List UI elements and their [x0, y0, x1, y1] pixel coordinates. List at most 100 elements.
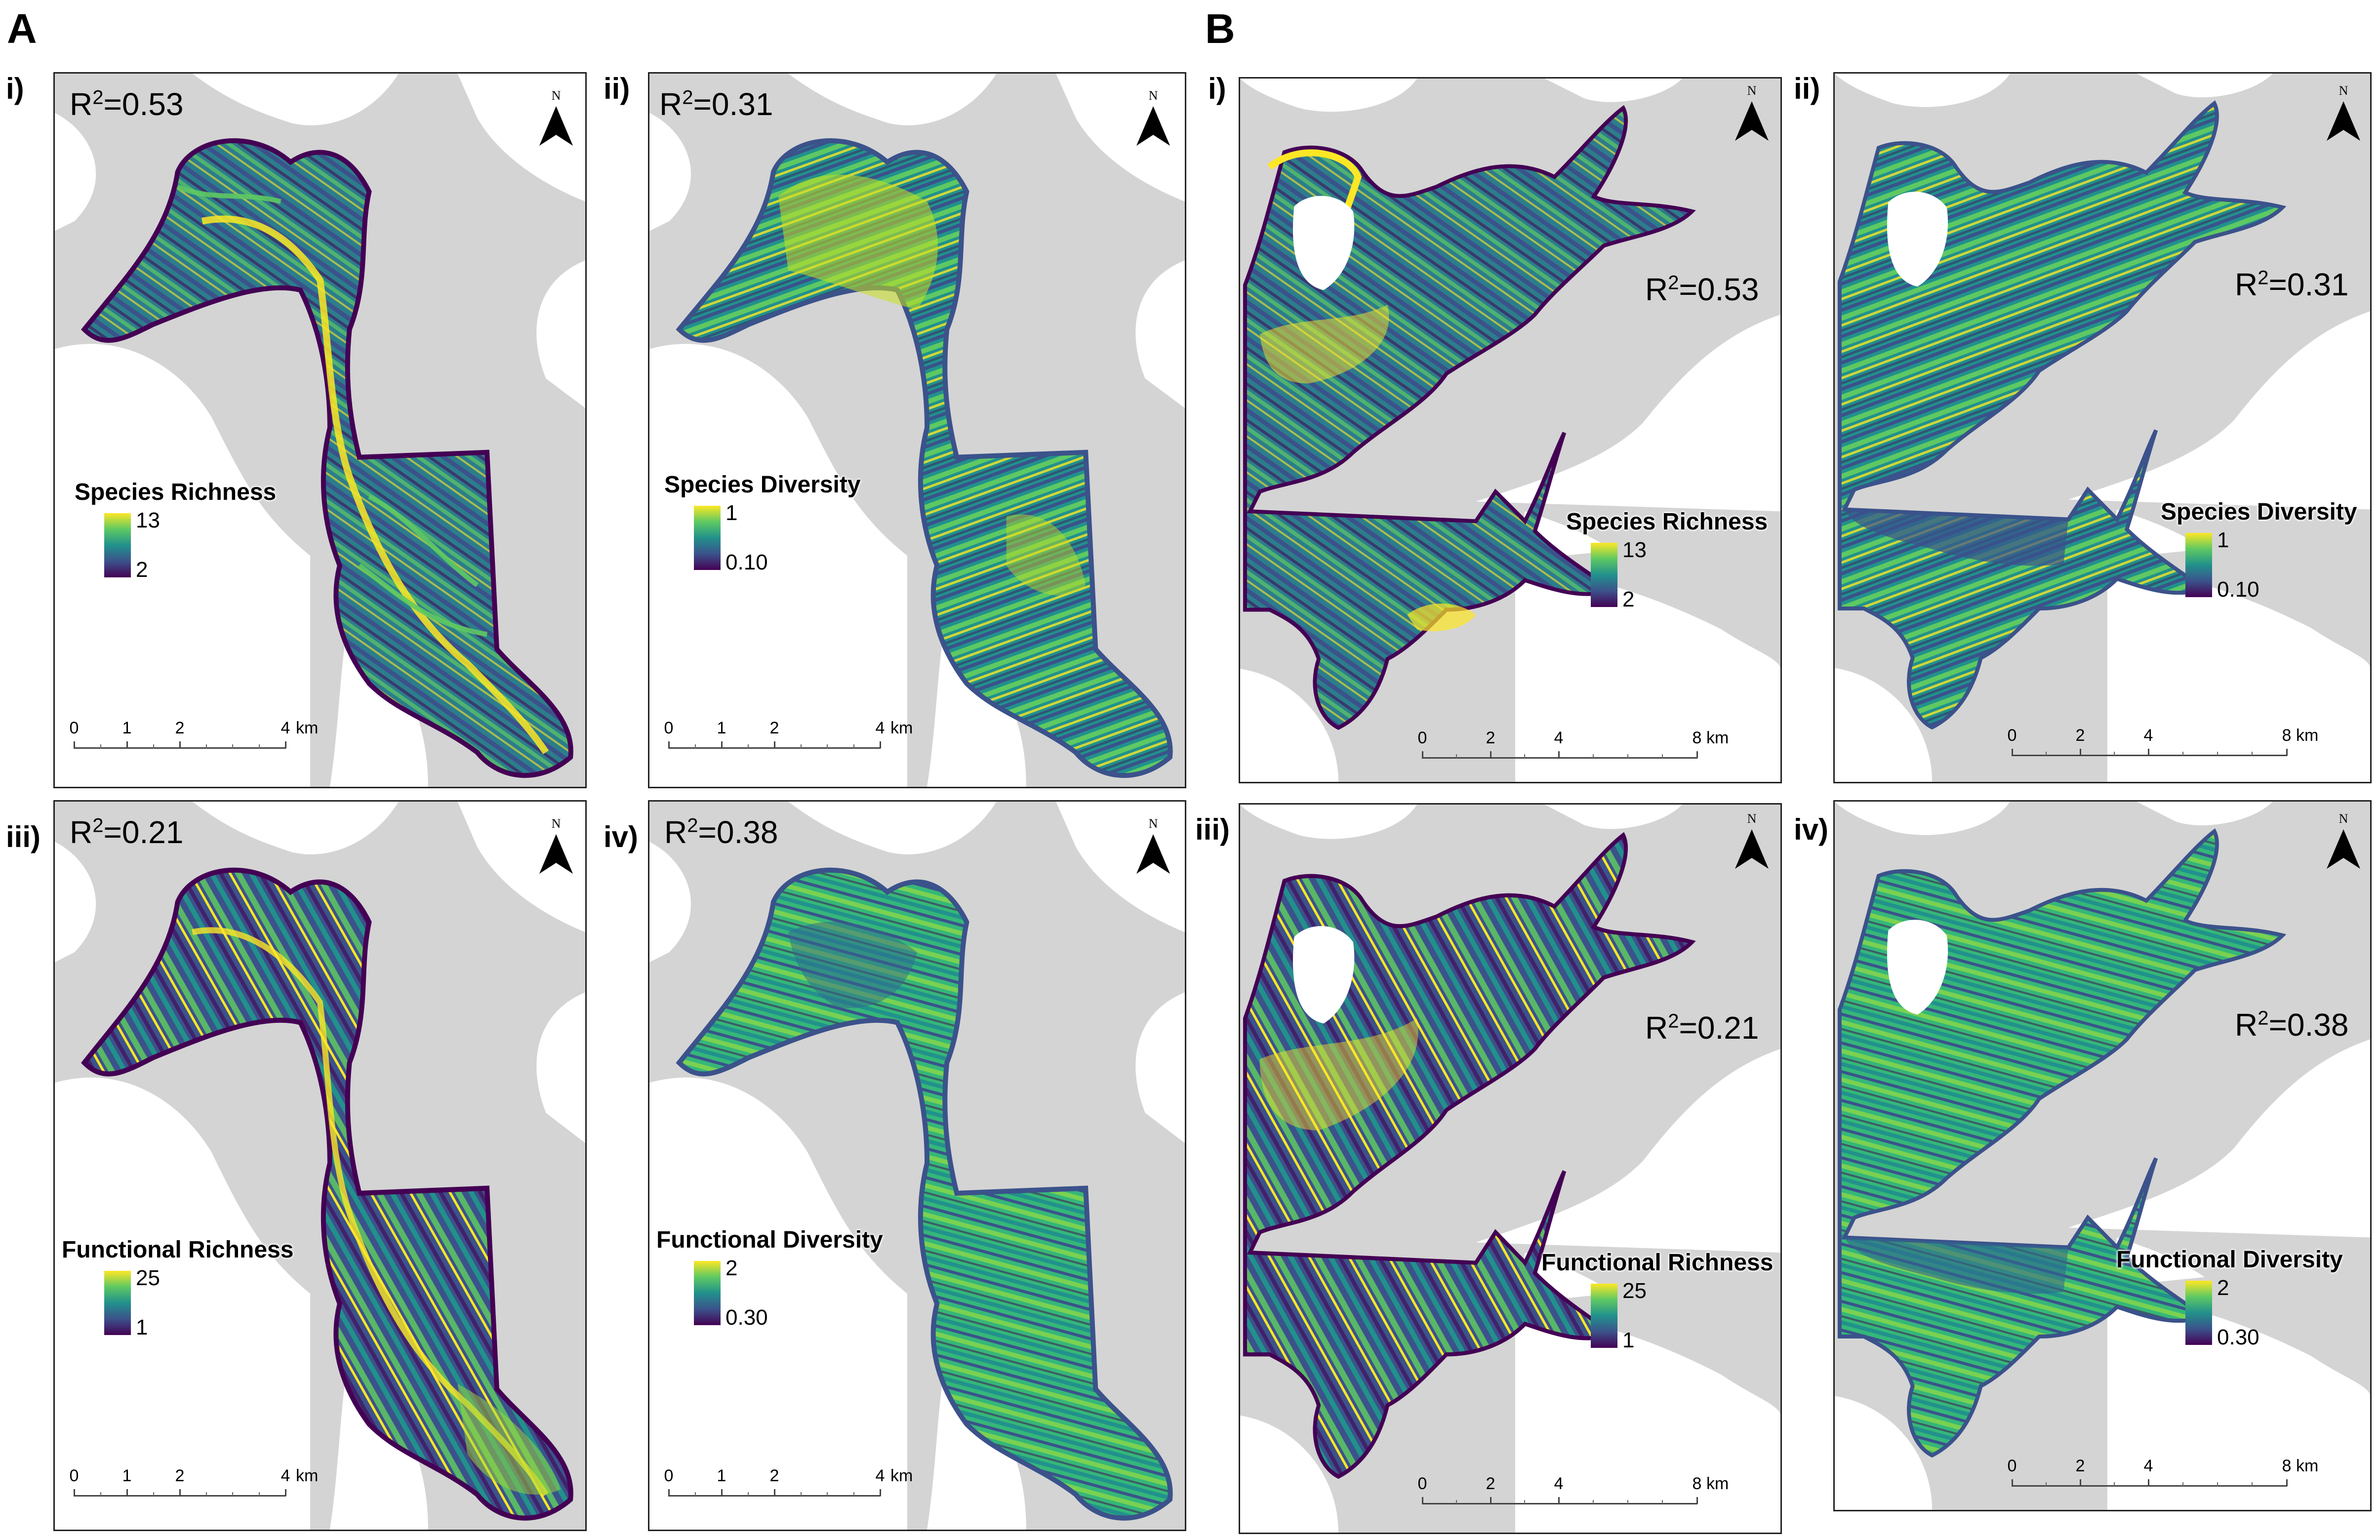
scale-tick	[2012, 749, 2013, 756]
map-a-i	[55, 74, 585, 787]
r2-exponent: 2	[1668, 272, 1679, 294]
legend: Functional Richness 25 1	[1541, 1249, 1780, 1378]
scale-bar: 0 1 2 4 km	[70, 716, 376, 770]
scale-minor-tick	[2182, 752, 2183, 756]
scale-label: 4	[2143, 1457, 2153, 1475]
scale-tick	[2148, 749, 2149, 756]
scale-tick	[1558, 1497, 1560, 1504]
map-panel-a-i: R2=0.53 N Species Richness 13 2 0 1 2 4 …	[53, 72, 587, 788]
bright-zone	[1407, 604, 1476, 632]
scale-tick	[1558, 751, 1560, 758]
water-body	[649, 802, 1185, 1530]
r2-label: R2=0.53	[1645, 272, 1759, 307]
scale-label: 2	[175, 719, 185, 737]
scale-line	[2012, 755, 2287, 756]
map-a-iv	[649, 802, 1185, 1530]
scale-label: 0	[2007, 1457, 2017, 1475]
r2-prefix: R	[659, 86, 683, 122]
scale-tick	[668, 1489, 670, 1496]
scale-line	[2012, 1485, 2287, 1487]
legend-title: Functional Diversity	[2116, 1247, 2343, 1273]
scale-tick	[721, 741, 723, 748]
r2-exponent: 2	[687, 814, 698, 837]
scale-unit: km	[1706, 1474, 1729, 1493]
scale-minor-tick	[100, 1492, 101, 1496]
north-letter: N	[2339, 811, 2348, 826]
island	[1292, 926, 1355, 1024]
legend-min: 1	[1622, 1328, 1635, 1352]
r2-value: =0.53	[103, 86, 184, 122]
scale-unit: km	[2296, 726, 2319, 745]
legend-min: 1	[136, 1315, 148, 1339]
scale-tick	[1490, 751, 1492, 758]
scale-tick	[2286, 1479, 2288, 1486]
scale-bar: 0 2 4 8 km	[2007, 1454, 2318, 1508]
bright-zone	[1259, 305, 1389, 384]
scale-minor-tick	[153, 744, 154, 748]
r2-prefix: R	[70, 814, 93, 850]
legend: Functional Diversity 2 0.30	[2116, 1246, 2370, 1375]
north-arrow-icon: N	[1133, 88, 1173, 148]
r2-value: =0.21	[103, 814, 184, 850]
scale-minor-tick	[232, 1492, 233, 1496]
scale-tick	[2286, 749, 2288, 756]
scale-minor-tick	[206, 1492, 207, 1496]
legend-min: 0.10	[726, 550, 768, 574]
scale-label: 2	[2075, 726, 2085, 745]
north-arrow-icon: N	[1732, 83, 1772, 143]
map-b-ii	[1835, 74, 2370, 782]
north-letter: N	[1148, 88, 1158, 103]
scale-minor-tick	[695, 1492, 696, 1496]
section-b-letter: B	[1205, 5, 1235, 52]
scale-minor-tick	[1662, 754, 1663, 758]
scale-label: 0	[664, 1466, 674, 1485]
r2-prefix: R	[1645, 272, 1668, 307]
scale-minor-tick	[2252, 1482, 2253, 1486]
panel-b-ii-label: ii)	[1794, 72, 1820, 105]
scale-minor-tick	[853, 744, 854, 748]
scale-minor-tick	[2252, 752, 2253, 756]
scale-minor-tick	[827, 1492, 828, 1496]
map-panel-b-ii: R2=0.31 N Species Diversity 1 0.10 0 2 4…	[1833, 72, 2372, 783]
scale-label: 2	[769, 719, 779, 737]
r2-value: =0.31	[693, 86, 773, 122]
legend-title: Species Diversity	[2161, 499, 2357, 525]
r2-prefix: R	[664, 814, 687, 850]
r2-label: R2=0.38	[2235, 1009, 2348, 1041]
r2-label: R2=0.31	[2235, 268, 2348, 300]
legend-max: 25	[136, 1266, 160, 1290]
scale-bar: 0 2 4 8 km	[1418, 1471, 1729, 1526]
r2-exponent: 2	[682, 86, 693, 109]
scale-minor-tick	[853, 1492, 854, 1496]
scale-tick	[880, 741, 881, 748]
legend-max: 1	[2217, 528, 2229, 552]
r2-label: R2=0.38	[664, 816, 778, 848]
scale-label: 1	[122, 719, 132, 737]
scale-tick	[774, 1489, 775, 1496]
island	[1292, 196, 1355, 290]
north-arrow-icon: N	[2324, 83, 2363, 143]
legend-min: 0.30	[2217, 1325, 2259, 1349]
map-panel-b-i: R2=0.53 N Species Richness 13 2 0 2 4 8 …	[1239, 77, 1782, 783]
scale-minor-tick	[232, 744, 233, 748]
scale-label: 8	[2282, 726, 2292, 745]
map-panel-b-iv: R2=0.38 N Functional Diversity 2 0.30 0 …	[1833, 800, 2372, 1511]
scale-minor-tick	[2217, 752, 2218, 756]
panel-a-ii-label: ii)	[604, 72, 630, 105]
survey-area	[676, 867, 1173, 1521]
scale-label: 2	[175, 1466, 185, 1485]
island	[1887, 192, 1948, 287]
legend: Species Diversity 1 0.10	[2161, 498, 2370, 627]
legend-colorbar	[104, 1271, 131, 1335]
scale-line	[1422, 1503, 1697, 1504]
panel-a-iv-label: iv)	[604, 820, 639, 853]
scale-tick	[179, 741, 181, 748]
scale-minor-tick	[2114, 1482, 2115, 1486]
panel-b-i-label: i)	[1208, 72, 1226, 105]
panel-a-iii-label: iii)	[6, 820, 40, 853]
r2-value: =0.53	[1679, 272, 1759, 307]
scale-minor-tick	[1456, 1500, 1457, 1504]
scale-tick	[126, 1489, 128, 1496]
scale-minor-tick	[2182, 1482, 2183, 1486]
legend: Species Diversity 1 0.10	[664, 471, 941, 600]
